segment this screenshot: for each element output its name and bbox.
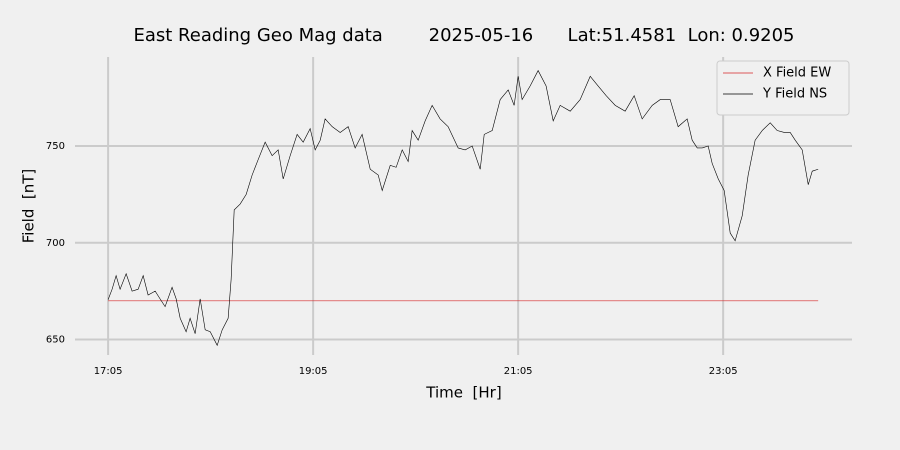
legend-label: Y Field NS xyxy=(762,87,827,102)
data-line xyxy=(107,69,819,347)
grid xyxy=(75,57,852,355)
legend-box xyxy=(716,60,850,116)
x-tick-label: 19:05 xyxy=(299,366,328,377)
x-tick-label: 23:05 xyxy=(709,366,738,377)
x-tick-label: 17:05 xyxy=(94,366,123,377)
y-axis-label: Field [nT] xyxy=(20,169,38,244)
x-axis-label: Time [Hr] xyxy=(425,384,501,402)
x-tick-label: 21:05 xyxy=(504,366,533,377)
legend-label: X Field EW xyxy=(763,66,831,81)
chart-title: East Reading Geo Mag data 2025-05-16 Lat… xyxy=(133,25,794,46)
y-tick-label: 700 xyxy=(46,238,65,249)
y-tick-label: 650 xyxy=(46,335,65,346)
y-tick-label: 750 xyxy=(46,141,65,152)
legend: X Field EW Y Field NS xyxy=(716,60,850,116)
